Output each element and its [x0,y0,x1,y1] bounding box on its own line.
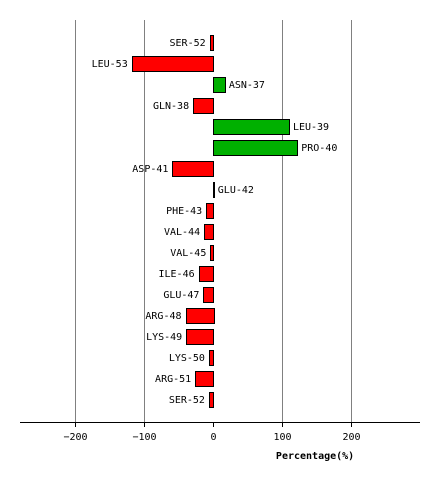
x-tick-label: 0 [210,432,216,443]
grid-lines [75,20,352,422]
bar [210,245,214,261]
bar [203,287,214,303]
x-tick-label: −100 [132,432,156,443]
bar [213,182,215,198]
bar [213,77,226,93]
bar [209,350,214,366]
bar [195,371,214,387]
x-tick-label: 200 [342,432,360,443]
bar-label: VAL-45 [170,248,206,259]
bar [186,308,215,324]
bar-label: LYS-50 [169,353,205,364]
bar-label: LEU-39 [293,122,329,133]
bar [206,203,214,219]
bar-labels: SER-52 LEU-53 ASN-37 GLN-38 LEU-39 PRO-40 ASP-… [92,38,338,406]
bar [209,392,214,408]
bar [132,56,214,72]
bar-label: PHE-43 [166,206,202,217]
bar-label: PRO-40 [301,143,337,154]
bar [204,224,214,240]
bar-label: ASP-41 [132,164,168,175]
bar-label: ARG-51 [155,374,191,385]
bar [186,329,214,345]
bar [213,119,290,135]
bar-label: GLN-38 [153,101,189,112]
x-ticks: −200 −100 0 100 200 [63,422,361,443]
bar-label: SER-52 [170,38,206,49]
bar-label: GLU-47 [163,290,199,301]
bar-label: SER-52 [169,395,205,406]
bar [213,140,298,156]
x-tick-label: 100 [273,432,291,443]
bar-label: LYS-49 [146,332,182,343]
bars [132,35,298,408]
bar-label: GLU-42 [218,185,254,196]
bar-label: ARG-48 [145,311,181,322]
x-axis-title: Percentage(%) [276,451,354,462]
bar [210,35,214,51]
bar [193,98,214,114]
bar [199,266,214,282]
bar-label: ASN-37 [229,80,265,91]
bar-label: VAL-44 [164,227,200,238]
bar-label: LEU-53 [92,59,128,70]
bar [172,161,214,177]
bar-label: ILE-46 [158,269,194,280]
x-tick-label: −200 [63,432,87,443]
